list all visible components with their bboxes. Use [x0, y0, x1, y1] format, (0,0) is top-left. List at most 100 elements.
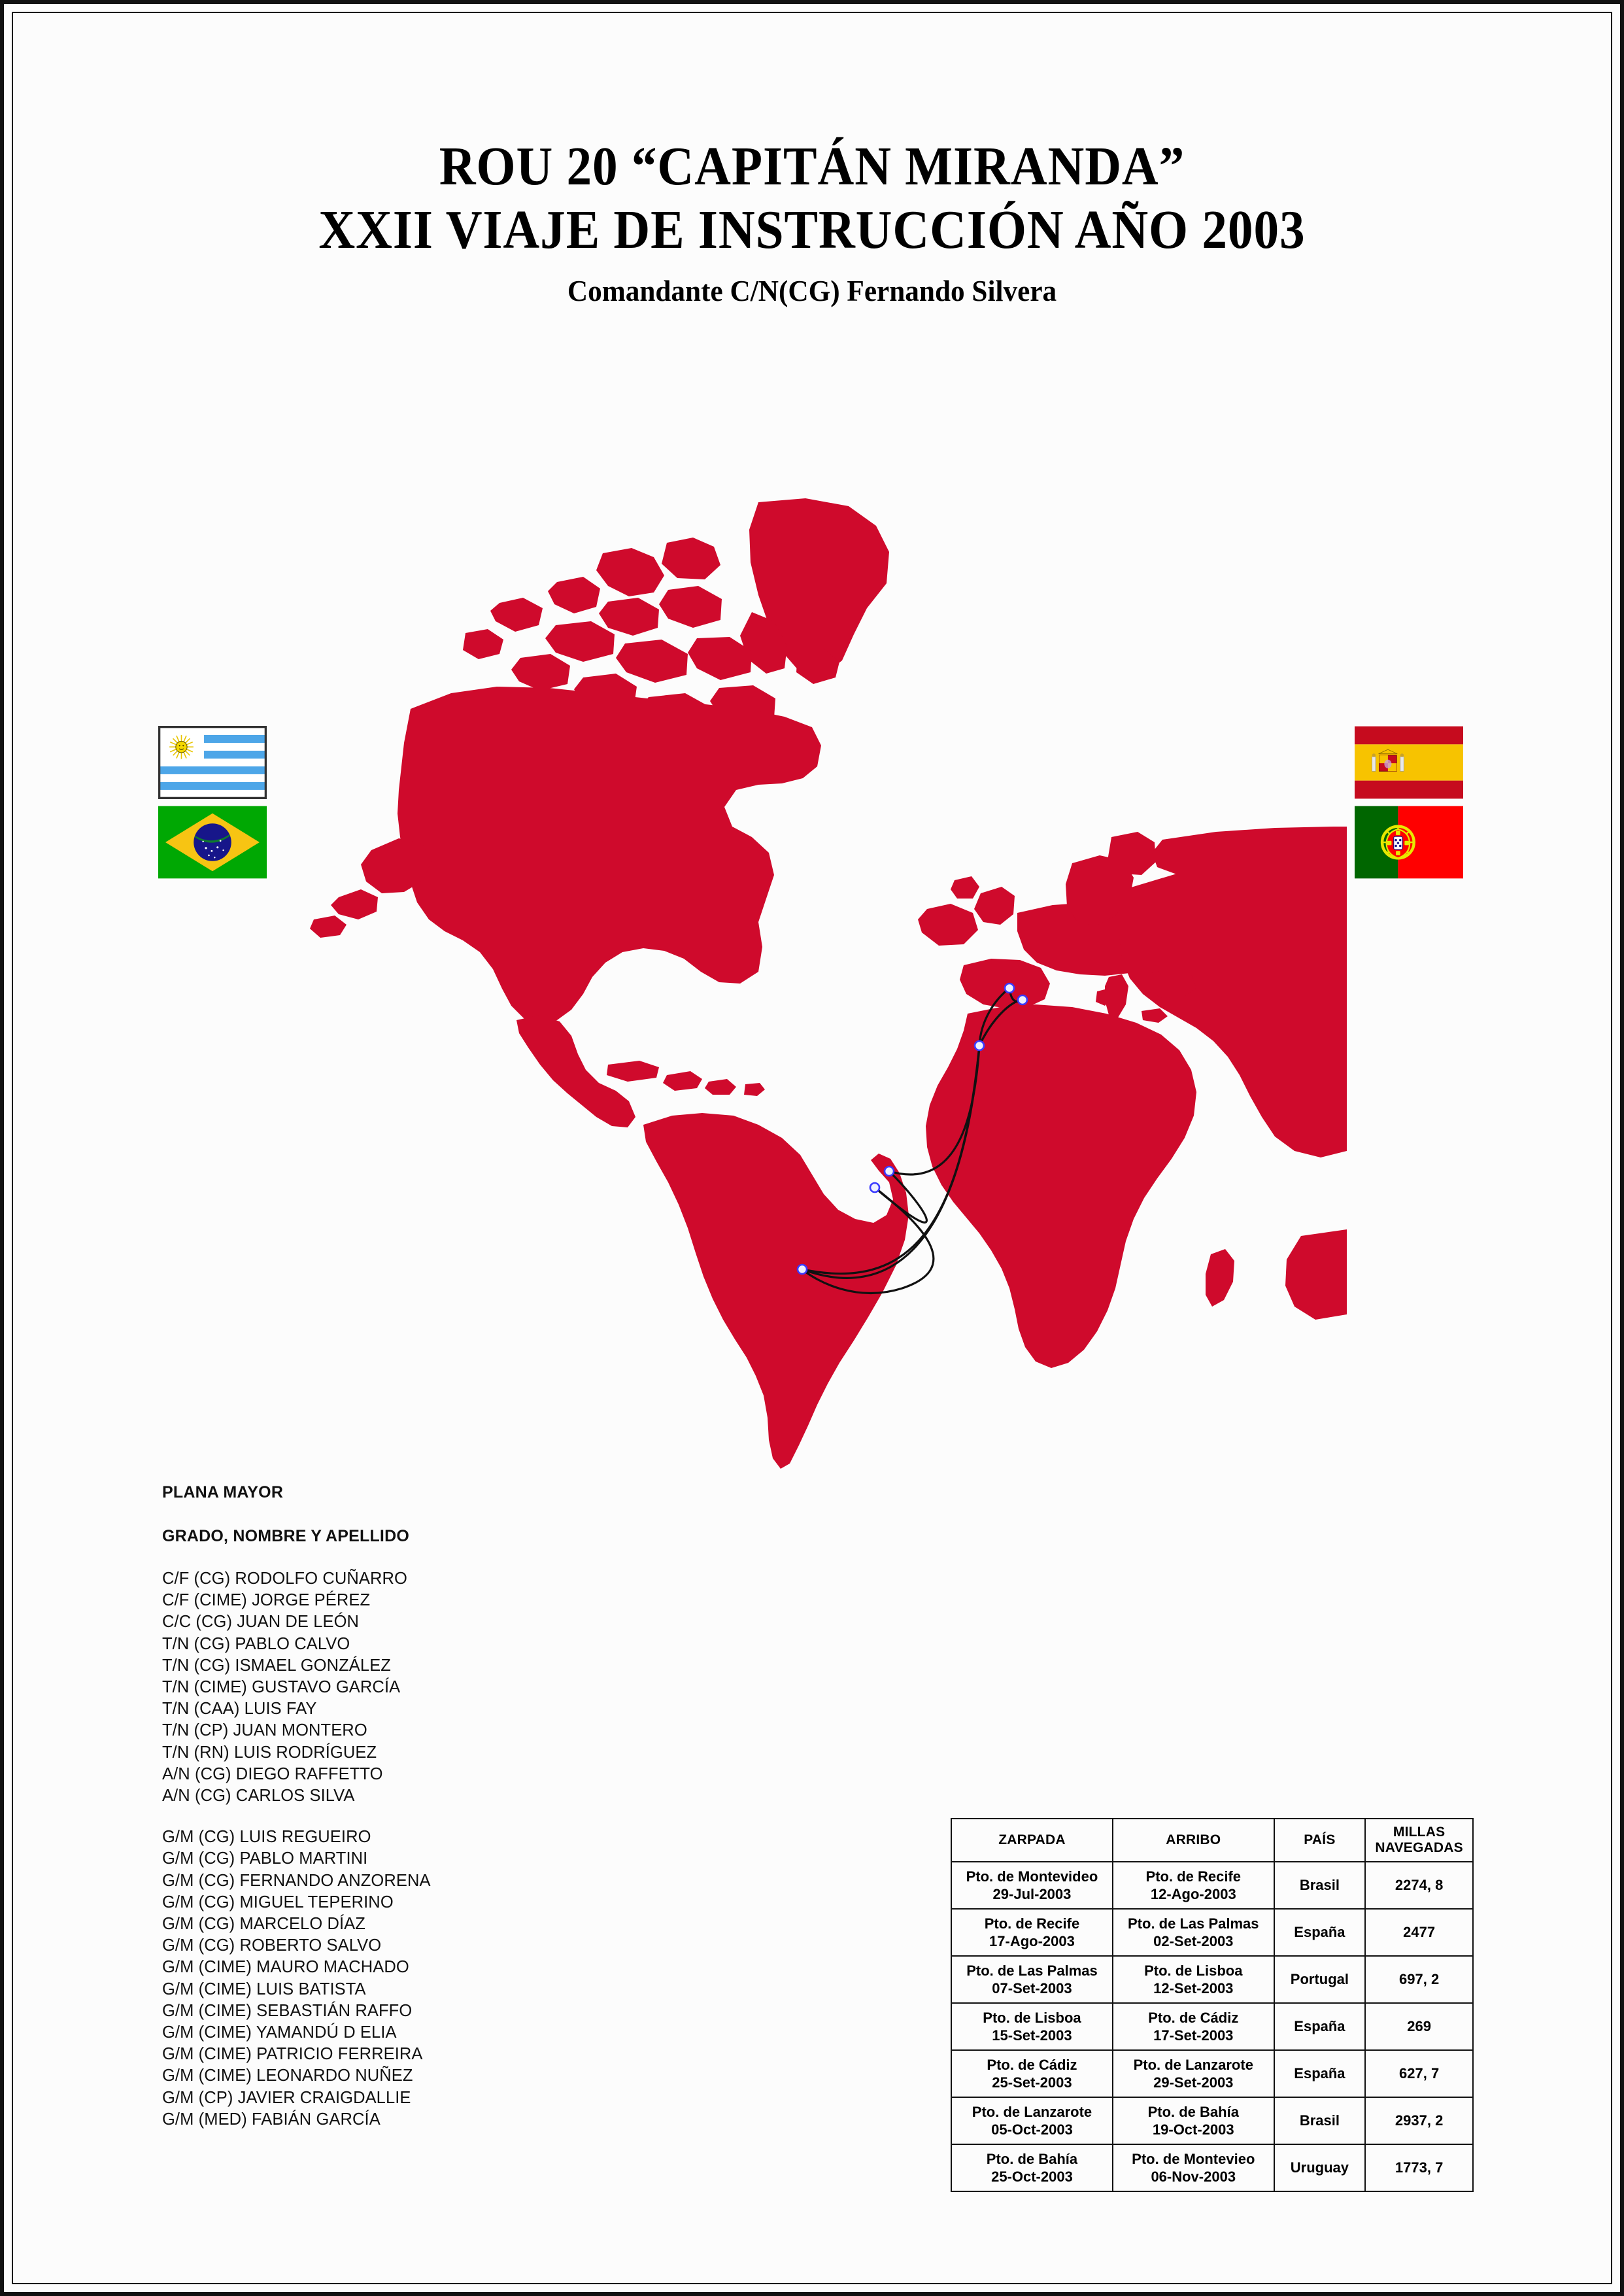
commander-line: Comandante C/N(CG) Fernando Silvera [567, 274, 1057, 308]
list-item: G/M (CIME) LEONARDO NUÑEZ [162, 2066, 413, 2085]
list-item: G/M (CIME) PATRICIO FERREIRA [162, 2045, 423, 2064]
cell-millas: 2937, 2 [1364, 2097, 1474, 2145]
cell-zarpada: Pto. de Lanzarote 05-Oct-2003 [951, 2097, 1113, 2145]
cell-zarpada-date: 07-Set-2003 [992, 1980, 1072, 1996]
cell-arribo-date: 12-Ago-2003 [1150, 1886, 1236, 1902]
list-item: A/N (CG) CARLOS SILVA [162, 1787, 355, 1806]
flags-right-group [1355, 726, 1463, 879]
column-header-zarpada: ZARPADA [951, 1818, 1113, 1862]
list-item: T/N (CG) ISMAEL GONZÁLEZ [162, 1656, 391, 1675]
table-body: Pto. de Montevideo 29-Jul-2003 Pto. de Re… [951, 1861, 1474, 2192]
cell-zarpada: Pto. de Recife 17-Ago-2003 [951, 1908, 1113, 1957]
cell-arribo: Pto. de Lanzarote 29-Set-2003 [1111, 2049, 1275, 2098]
list-item: G/M (CG) MARCELO DÍAZ [162, 1915, 365, 1934]
page-title: ROU 20 “CAPITÁN MIRANDA” [439, 136, 1185, 197]
list-item: C/C (CG) JUAN DE LEÓN [162, 1613, 360, 1632]
cell-arribo: Pto. de Recife 12-Ago-2003 [1111, 1861, 1275, 1910]
cell-arribo: Pto. de Montevieo 06-Nov-2003 [1111, 2144, 1275, 2192]
cell-pais: España [1273, 1908, 1366, 1957]
cell-zarpada-port: Pto. de Las Palmas [966, 1962, 1098, 1979]
officers-list: C/F (CG) RODOLFO CUÑARRO C/F (CIME) JORG… [162, 1568, 659, 1807]
list-item: G/M (CP) JAVIER CRAIGDALLIE [162, 2088, 411, 2107]
list-item: G/M (CG) LUIS REGUEIRO [162, 1828, 371, 1847]
table-row: Pto. de Montevideo 29-Jul-2003 Pto. de Re… [951, 1861, 1474, 1910]
port-markers [796, 982, 1028, 1275]
crew-subheading: GRADO, NOMBRE Y APELLIDO [162, 1527, 409, 1545]
cell-millas: 2274, 8 [1364, 1861, 1474, 1910]
cell-pais: Portugal [1273, 1955, 1366, 2004]
cell-millas: 1773, 7 [1364, 2144, 1474, 2192]
cell-arribo: Pto. de Lisboa 12-Set-2003 [1111, 1955, 1275, 2004]
cell-pais: Uruguay [1273, 2144, 1366, 2192]
cell-arribo: Pto. de Cádiz 17-Set-2003 [1111, 2002, 1275, 2051]
poster-inner-border: ROU 20 “CAPITÁN MIRANDA” XXII VIAJE DE I… [12, 12, 1612, 2284]
list-item: G/M (CIME) YAMANDÚ D ELIA [162, 2023, 397, 2042]
cell-arribo-port: Pto. de Las Palmas [1128, 1915, 1259, 1932]
cell-zarpada: Pto. de Lisboa 15-Set-2003 [951, 2002, 1113, 2051]
cell-zarpada-port: Pto. de Lanzarote [972, 2103, 1092, 2120]
cell-arribo-date: 17-Set-2003 [1153, 2027, 1234, 2044]
spain-flag [1355, 726, 1463, 799]
page-subtitle: XXII VIAJE DE INSTRUCCIÓN AÑO 2003 [318, 199, 1306, 261]
voyage-routes [801, 987, 1023, 1294]
cell-arribo-port: Pto. de Cádiz [1148, 2009, 1239, 2026]
list-item: T/N (CP) JUAN MONTERO [162, 1721, 367, 1740]
world-map [301, 497, 1347, 1471]
cell-millas: 2477 [1364, 1908, 1474, 1957]
list-item: T/N (CIME) GUSTAVO GARCÍA [162, 1678, 401, 1697]
cell-arribo-port: Pto. de Recife [1145, 1868, 1241, 1885]
cell-arribo-date: 06-Nov-2003 [1151, 2168, 1236, 2185]
column-header-pais: PAÍS [1273, 1818, 1366, 1862]
column-header-arribo: ARRIBO [1111, 1818, 1275, 1862]
cell-arribo-date: 19-Oct-2003 [1152, 2121, 1234, 2138]
crew-heading: PLANA MAYOR [162, 1483, 284, 1501]
world-map-svg [310, 498, 1347, 1469]
cell-zarpada-port: Pto. de Bahía [986, 2150, 1078, 2167]
list-item: G/M (CG) FERNANDO ANZORENA [162, 1871, 431, 1890]
list-item: G/M (CG) ROBERTO SALVO [162, 1936, 382, 1955]
table-row: Pto. de Cádiz 25-Set-2003 Pto. de Lanzaro… [951, 2049, 1474, 2098]
cell-arribo-date: 29-Set-2003 [1153, 2074, 1234, 2091]
title-block: ROU 20 “CAPITÁN MIRANDA” XXII VIAJE DE I… [13, 137, 1611, 308]
midshipmen-list: G/M (CG) LUIS REGUEIRO G/M (CG) PABLO MA… [162, 1826, 659, 2131]
table-row: Pto. de Las Palmas 07-Set-2003 Pto. de Li… [951, 1955, 1474, 2004]
cell-arribo-port: Pto. de Bahía [1147, 2103, 1239, 2120]
list-item: T/N (RN) LUIS RODRÍGUEZ [162, 1743, 377, 1762]
landmasses [310, 498, 1347, 1469]
cell-pais: España [1273, 2002, 1366, 2051]
table-row: Pto. de Bahía 25-Oct-2003 Pto. de Montevi… [951, 2144, 1474, 2192]
list-item: T/N (CG) PABLO CALVO [162, 1634, 350, 1653]
cell-pais: España [1273, 2049, 1366, 2098]
cell-zarpada: Pto. de Montevideo 29-Jul-2003 [951, 1861, 1113, 1910]
list-item: G/M (CIME) MAURO MACHADO [162, 1958, 409, 1977]
cell-zarpada-port: Pto. de Lisboa [983, 2009, 1081, 2026]
list-item: G/M (MED) FABIÁN GARCÍA [162, 2110, 381, 2129]
column-header-millas: MILLAS NAVEGADAS [1364, 1818, 1474, 1862]
column-header-millas-line1: MILLAS [1393, 1825, 1446, 1840]
cell-zarpada: Pto. de Bahía 25-Oct-2003 [951, 2144, 1113, 2192]
list-item: G/M (CG) PABLO MARTINI [162, 1849, 368, 1868]
cell-zarpada-date: 29-Jul-2003 [992, 1886, 1072, 1902]
list-item: C/F (CIME) JORGE PÉREZ [162, 1591, 371, 1610]
cell-arribo: Pto. de Las Palmas 02-Set-2003 [1111, 1908, 1275, 1957]
cell-millas: 627, 7 [1364, 2049, 1474, 2098]
cell-arribo-port: Pto. de Lanzarote [1133, 2056, 1253, 2073]
list-item: T/N (CAA) LUIS FAY [162, 1700, 317, 1719]
cell-zarpada-date: 25-Oct-2003 [991, 2168, 1073, 2185]
table-header-row: ZARPADA ARRIBO PAÍS MILLAS NAVEGADAS [951, 1818, 1474, 1862]
cell-zarpada-port: Pto. de Cádiz [987, 2056, 1077, 2073]
cell-arribo-port: Pto. de Lisboa [1144, 1962, 1243, 1979]
flags-left-group [158, 726, 267, 879]
cell-arribo-port: Pto. de Montevieo [1132, 2150, 1255, 2167]
cell-zarpada-date: 15-Set-2003 [992, 2027, 1072, 2044]
table-row: Pto. de Recife 17-Ago-2003 Pto. de Las Pa… [951, 1908, 1474, 1957]
cell-millas: 269 [1364, 2002, 1474, 2051]
cell-zarpada-date: 05-Oct-2003 [991, 2121, 1073, 2138]
uruguay-flag [158, 726, 267, 799]
list-item: A/N (CG) DIEGO RAFFETTO [162, 1764, 383, 1783]
brazil-flag [158, 806, 267, 879]
table-row: Pto. de Lisboa 15-Set-2003 Pto. de Cádiz 1… [951, 2002, 1474, 2051]
cell-zarpada: Pto. de Las Palmas 07-Set-2003 [951, 1955, 1113, 2004]
list-item: C/F (CG) RODOLFO CUÑARRO [162, 1569, 407, 1588]
